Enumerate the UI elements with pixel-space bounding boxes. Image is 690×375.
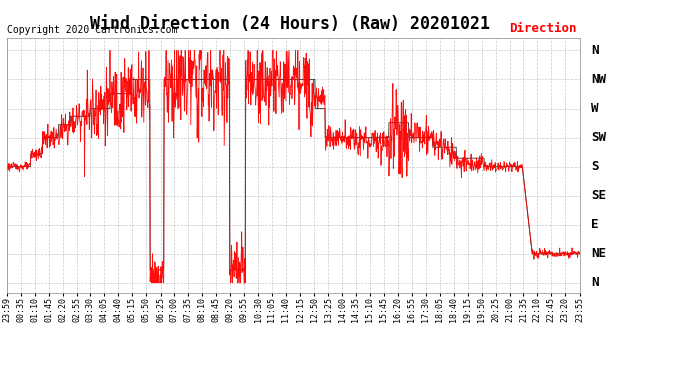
Text: E: E xyxy=(591,218,598,231)
Text: N: N xyxy=(591,276,598,290)
Text: SE: SE xyxy=(591,189,606,202)
Text: SW: SW xyxy=(591,131,606,144)
Text: NW: NW xyxy=(591,73,606,86)
Text: S: S xyxy=(591,160,598,173)
Text: Direction: Direction xyxy=(509,22,577,35)
Text: NE: NE xyxy=(591,247,606,260)
Text: Wind Direction (24 Hours) (Raw) 20201021: Wind Direction (24 Hours) (Raw) 20201021 xyxy=(90,15,490,33)
Text: Copyright 2020 Cartronics.com: Copyright 2020 Cartronics.com xyxy=(8,25,178,35)
Text: N: N xyxy=(591,44,598,57)
Text: W: W xyxy=(591,102,598,115)
